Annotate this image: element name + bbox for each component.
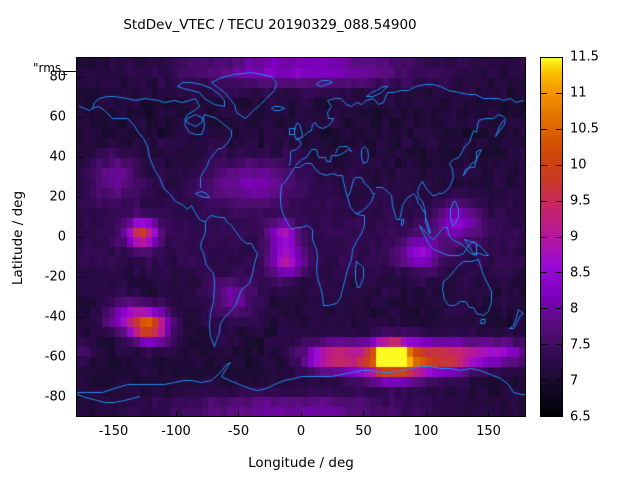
x-axis-tick-label: 100 [413,424,439,439]
colorbar-tick-mark [541,343,547,345]
colorbar-tick-label: 10.5 [570,121,599,137]
stray-key-label: "rms_ [33,61,68,75]
y-axis-label: Latitude / deg [10,190,26,286]
colorbar-tick-mark [556,200,562,202]
colorbar-tick-mark [541,308,547,310]
y-axis-tick-mark [76,316,82,318]
x-axis-tick-label: 0 [296,424,306,439]
colorbar[interactable] [540,57,563,417]
colorbar-tick-label: 8.5 [570,265,591,281]
y-axis-tick-label: 60 [49,109,66,125]
y-axis-tick-mark [76,356,82,358]
y-axis-tick-label: -40 [44,309,66,325]
x-axis-tick-mark [175,411,177,417]
y-axis-tick-mark [76,236,82,238]
y-axis-tick-label: 0 [57,229,66,245]
x-axis-tick-mark [488,411,489,417]
colorbar-tick-label: 11 [570,85,587,101]
colorbar-tick-mark [541,236,547,238]
colorbar-tick-label: 10 [570,157,587,173]
y-axis-tick-mark [76,156,82,158]
y-axis-tick-label: 20 [49,189,66,205]
y-axis-tick-label: -60 [44,349,66,365]
y-axis-ticks: 80 60 40 20 0 -20 -40 -60 -80 [0,0,82,480]
x-axis-label: Longitude / deg [248,455,354,471]
x-axis-tick-label: -150 [98,424,129,439]
x-axis-tick-label: 50 [355,424,372,439]
colorbar-tick-mark [556,236,562,238]
y-axis-tick-mark [76,276,82,278]
y-axis-tick-label: 40 [49,149,66,165]
y-axis-tick-mark [76,116,82,118]
colorbar-tick-mark [556,308,562,310]
y-axis-tick-mark [76,396,82,398]
x-axis-tick-label: -100 [161,424,191,439]
y-axis-tick-mark [76,196,82,198]
x-axis-tick-mark [300,411,302,417]
colorbar-gradient [541,58,562,416]
colorbar-tick-label: 9 [570,229,579,245]
x-axis-tick-mark [113,411,114,417]
colorbar-tick-label: 8 [570,301,579,317]
colorbar-tick-label: 7.5 [570,337,591,353]
colorbar-tick-mark [541,164,547,166]
y-axis-tick-label: 80 [49,69,66,85]
page-title: StdDev_VTEC / TECU 20190329_088.54900 [123,17,417,33]
colorbar-tick-label: 9.5 [570,193,591,209]
colorbar-tick-mark [541,379,547,381]
colorbar-tick-mark [556,379,562,381]
y-axis-tick-label: -20 [44,269,66,285]
colorbar-tick-mark [556,93,562,95]
colorbar-tick-mark [556,272,562,274]
x-axis-tick-mark [425,411,427,417]
colorbar-tick-mark [556,164,562,166]
colorbar-tick-mark [541,200,547,202]
y-axis-tick-mark [76,76,82,78]
colorbar-tick-mark [541,272,547,274]
stray-key-dash [63,71,77,72]
x-axis-tick-mark [363,411,364,417]
y-axis-tick-label: -80 [44,389,66,405]
x-axis-tick-label: 150 [476,424,501,439]
colorbar-tick-mark [541,129,547,131]
colorbar-tick-label: 7 [570,373,579,389]
colorbar-tick-label: 11.5 [570,49,599,65]
x-axis-tick-label: -50 [227,424,250,439]
colorbar-tick-mark [541,93,547,95]
x-axis-tick-mark [238,411,239,417]
colorbar-tick-mark [556,129,562,131]
colorbar-tick-mark [556,343,562,345]
colorbar-tick-label: 6.5 [570,409,591,425]
